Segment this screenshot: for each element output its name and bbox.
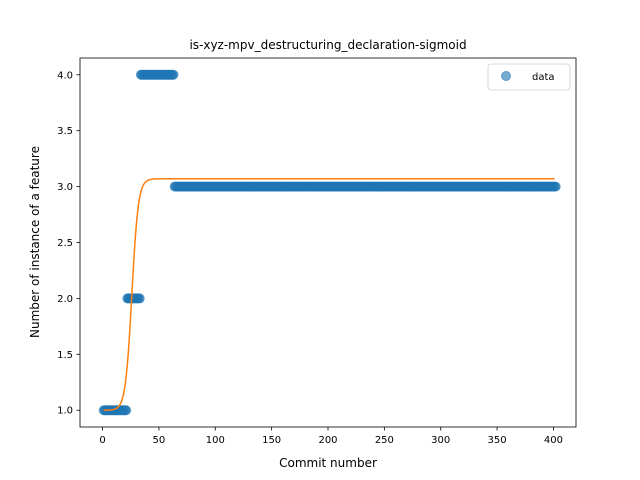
legend-box — [487, 63, 571, 91]
x-tick-label: 250 — [375, 435, 394, 446]
y-tick-label: 1.5 — [57, 350, 73, 361]
data-point — [550, 181, 561, 192]
y-tick-label: 2.0 — [57, 294, 73, 305]
y-axis-label: Number of instance of a feature — [28, 146, 42, 338]
x-axis: 0 50 100 150 200 250 300 350 400 — [99, 427, 563, 446]
x-tick-label: 200 — [318, 435, 337, 446]
y-axis: 1.0 1.5 2.0 2.5 3.0 3.5 4.0 — [57, 70, 80, 417]
y-tick-label: 4.0 — [57, 70, 73, 81]
data-point — [134, 293, 145, 304]
x-tick-label: 100 — [206, 435, 225, 446]
sigmoid-fit-line — [103, 178, 555, 411]
scatter-points — [98, 69, 561, 416]
y-tick-label: 3.5 — [57, 126, 73, 137]
legend-label: data — [532, 72, 555, 83]
x-tick-label: 50 — [153, 435, 166, 446]
data-point — [121, 405, 132, 416]
chart-title: is-xyz-mpv_destructuring_declaration-sig… — [189, 38, 466, 52]
x-tick-label: 400 — [544, 435, 563, 446]
y-tick-label: 2.5 — [57, 238, 73, 249]
x-tick-label: 350 — [488, 435, 507, 446]
y-tick-label: 3.0 — [57, 182, 73, 193]
fit-line-layer — [103, 178, 555, 411]
x-tick-label: 300 — [431, 435, 450, 446]
y-tick-label: 1.0 — [57, 406, 73, 417]
x-tick-label: 150 — [262, 435, 281, 446]
data-point — [168, 69, 179, 80]
legend: data — [487, 63, 571, 91]
x-axis-label: Commit number — [279, 456, 377, 470]
legend-marker — [501, 71, 511, 81]
plot-area — [98, 69, 561, 416]
x-tick-label: 0 — [99, 435, 105, 446]
